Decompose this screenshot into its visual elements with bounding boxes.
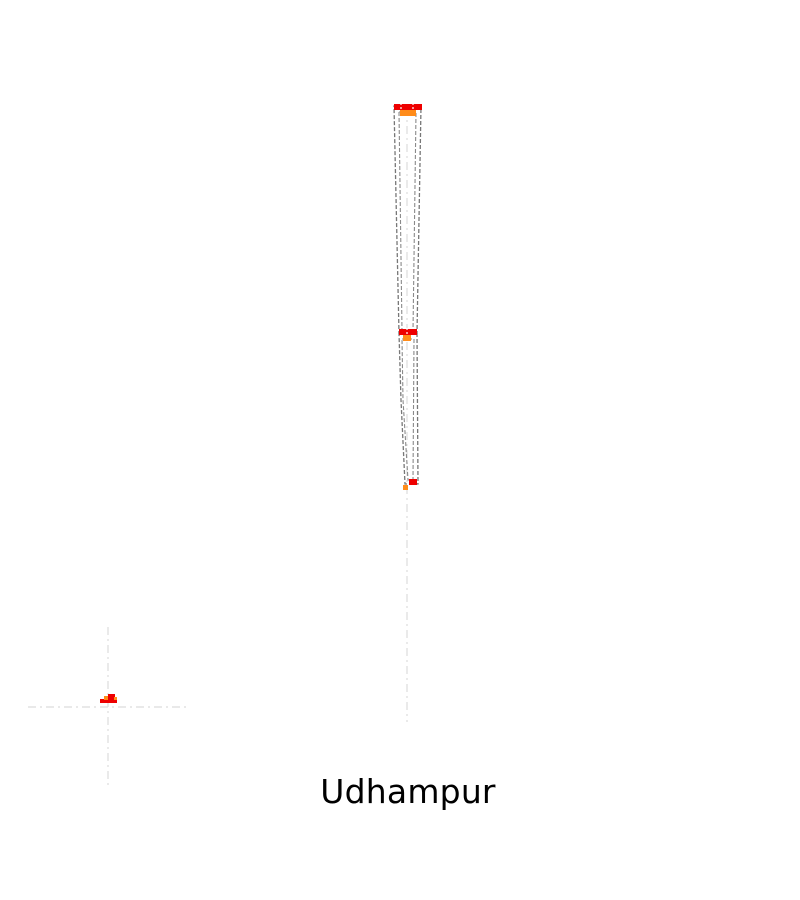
bottom-marker-orange [403,485,408,490]
lower-region-outline-inner [401,338,415,481]
bottom-marker-red [409,479,417,485]
crosshair-icon [28,627,188,788]
inset-marker-accent [104,696,108,700]
middle-marker-bar [399,329,417,335]
inset-marker-top [108,694,115,699]
middle-marker-accent [403,335,411,341]
location-marker-icon [100,694,117,703]
place-name-label: Udhampur [320,772,496,811]
top-marker-bar [394,104,422,110]
inset-marker-base [100,699,117,703]
top-marker-accent [400,110,416,116]
inset-marker-accent-small [114,697,117,700]
